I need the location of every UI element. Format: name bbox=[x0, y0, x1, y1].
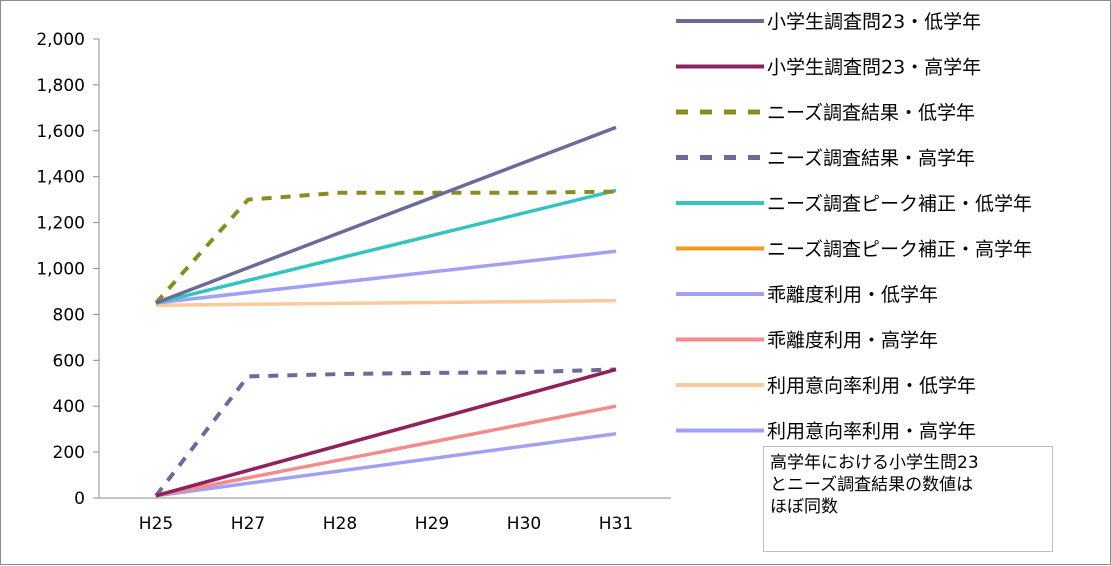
y-tick-label: 1,400 bbox=[36, 168, 85, 188]
x-tick-label: H31 bbox=[599, 514, 633, 534]
y-tick-label: 1,000 bbox=[36, 260, 85, 280]
series-line-5 bbox=[155, 188, 617, 305]
y-tick-label: 800 bbox=[53, 305, 85, 325]
x-tick-label: H25 bbox=[139, 514, 173, 534]
x-tick-label: H28 bbox=[323, 514, 357, 534]
legend: 小学生調査問23・低学年小学生調査問23・高学年ニーズ調査結果・低学年ニーズ調査… bbox=[676, 11, 1032, 443]
series-lines bbox=[154, 125, 617, 498]
y-tick-label: 1,800 bbox=[36, 76, 85, 96]
legend-label: ニーズ調査結果・高学年 bbox=[767, 148, 975, 170]
series-line-8 bbox=[155, 404, 617, 498]
y-tick-label: 600 bbox=[53, 351, 85, 371]
series-line-10 bbox=[155, 432, 617, 498]
series-line-7 bbox=[155, 249, 617, 305]
series-line-4 bbox=[154, 367, 617, 497]
y-tick-label: 200 bbox=[53, 443, 85, 463]
y-tick-label: 400 bbox=[53, 397, 85, 417]
legend-label: 利用意向率利用・高学年 bbox=[767, 421, 976, 443]
annotation-note: 高学年における小学生問23 とニーズ調査結果の数値は ほぼ同数 bbox=[763, 446, 1053, 552]
series-line-1 bbox=[155, 125, 617, 305]
x-tick-label: H27 bbox=[231, 514, 265, 534]
series-line-3 bbox=[154, 189, 617, 305]
y-axis-ticks: 0 200 400 600 800 1,000 1,200 1,400 1,600 1,800 2,… bbox=[36, 30, 99, 509]
legend-label: 利用意向率利用・低学年 bbox=[767, 375, 976, 397]
y-tick-label: 2,000 bbox=[36, 30, 85, 50]
x-tick-label: H29 bbox=[415, 514, 449, 534]
legend-label: ニーズ調査ピーク補正・低学年 bbox=[767, 193, 1032, 215]
y-tick-label: 1,200 bbox=[36, 214, 85, 234]
legend-label: 乖離度利用・高学年 bbox=[767, 330, 938, 352]
legend-label: ニーズ調査結果・低学年 bbox=[767, 102, 975, 124]
legend-label: ニーズ調査ピーク補正・高学年 bbox=[767, 239, 1032, 261]
series-line-2 bbox=[155, 367, 617, 498]
y-tick-label: 1,600 bbox=[36, 122, 85, 142]
legend-label: 乖離度利用・低学年 bbox=[767, 284, 938, 306]
y-tick-label: 0 bbox=[74, 489, 85, 509]
series-line-9 bbox=[155, 298, 617, 307]
x-tick-label: H30 bbox=[507, 514, 541, 534]
legend-label: 小学生調査問23・低学年 bbox=[767, 11, 981, 33]
x-axis-ticks: H25 H27 H28 H29 H30 H31 bbox=[139, 514, 633, 534]
legend-label: 小学生調査問23・高学年 bbox=[767, 57, 981, 79]
